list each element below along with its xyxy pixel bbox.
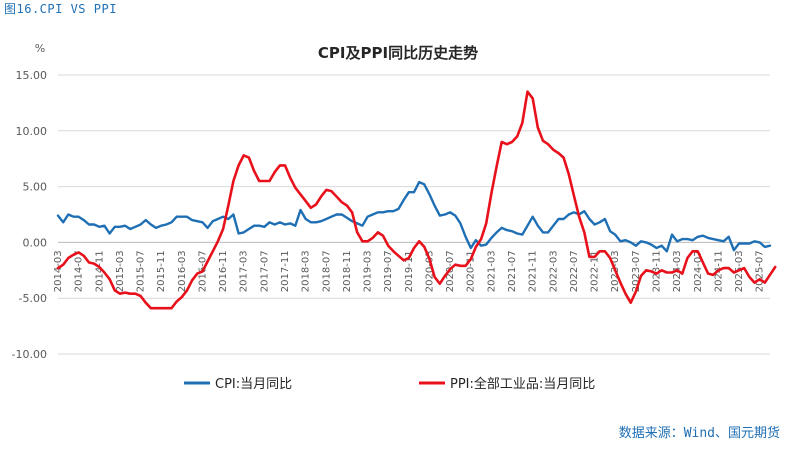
figure-label: 图16.CPI VS PPI	[4, 2, 117, 16]
ppi-series-line	[56, 90, 777, 310]
x-tick-label: 2016-11	[218, 250, 229, 292]
x-tick-label: 2025-07	[755, 250, 766, 292]
x-tick-label: 2014-07	[74, 250, 85, 292]
x-tick-label: 2023-11	[651, 250, 662, 292]
x-tick-label: 2019-03	[363, 250, 374, 292]
y-tick-label: 10.00	[16, 125, 48, 138]
source-note: 数据来源：Wind、国元期货	[618, 426, 780, 441]
x-tick-label: 2022-11	[590, 250, 601, 292]
x-tick-label: 2020-07	[445, 250, 456, 292]
x-tick-label: 2020-11	[466, 250, 477, 292]
legend-label: PPI:全部工业品:当月同比	[450, 376, 595, 392]
x-tick-label: 2024-07	[693, 250, 704, 292]
x-tick-label: 2021-07	[507, 250, 518, 292]
y-tick-label: 0.00	[23, 236, 48, 249]
x-tick-label: 2022-07	[569, 250, 580, 292]
chart-title: CPI及PPI同比历史走势	[318, 44, 478, 62]
x-tick-label: 2018-03	[301, 250, 312, 292]
x-tick-label: 2015-03	[115, 250, 126, 292]
x-tick-label: 2016-03	[177, 250, 188, 292]
x-tick-label: 2017-03	[239, 250, 250, 292]
x-axis: 2014-03 2014-07 2014-11 2015-03 2015-07 2015-…	[53, 241, 770, 292]
x-tick-label: 2015-11	[156, 250, 167, 292]
legend-label: CPI:当月同比	[215, 377, 292, 392]
y-axis-ticks: 15.00 10.00 5.00 0.00 -5.00 -10.00	[12, 69, 47, 361]
x-tick-label: 2020-03	[424, 250, 435, 292]
x-tick-label: 2017-11	[280, 250, 291, 292]
x-tick-label: 2017-07	[259, 250, 270, 292]
x-tick-label: 2023-07	[631, 250, 642, 292]
x-tick-label: 2019-07	[383, 250, 394, 292]
x-tick-label: 2021-03	[486, 250, 497, 292]
x-tick-label: 2018-07	[321, 250, 332, 292]
y-tick-label: 15.00	[16, 69, 48, 82]
y-axis-unit: %	[35, 42, 45, 55]
y-tick-label: -5.00	[19, 292, 47, 305]
gridlines	[58, 74, 770, 355]
cpi-series-line	[56, 180, 772, 253]
x-tick-label: 2015-07	[136, 250, 147, 292]
x-tick-label: 2022-03	[548, 250, 559, 292]
x-tick-label: 2021-11	[528, 250, 539, 292]
y-tick-label: 5.00	[23, 181, 48, 194]
x-tick-label: 2019-11	[404, 250, 415, 292]
y-tick-label: -10.00	[12, 348, 47, 361]
x-tick-label: 2014-03	[53, 250, 64, 292]
x-tick-label: 2018-11	[342, 250, 353, 292]
x-tick-label: 2014-11	[94, 250, 105, 292]
series-lines	[56, 90, 777, 310]
legend: CPI:当月同比 PPI:全部工业品:当月同比	[184, 376, 595, 392]
